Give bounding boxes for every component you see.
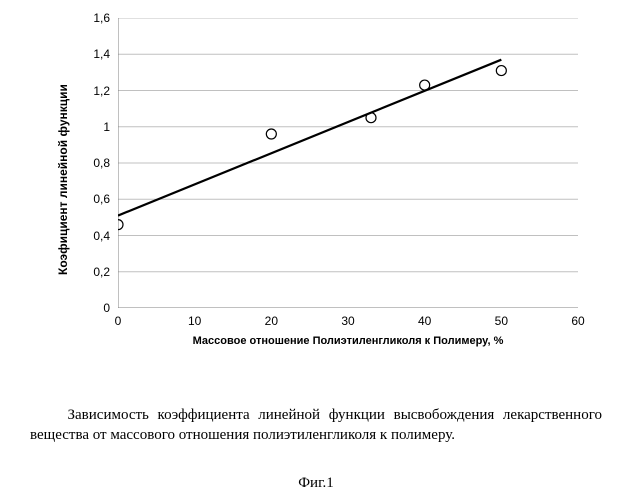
y-tick-label: 1 [70, 120, 110, 134]
x-tick-label: 40 [410, 314, 440, 328]
figure-container: Коэфициент линейной функции 0 0,2 0,4 0,6 0,… [0, 0, 632, 500]
y-tick-label: 0,4 [70, 229, 110, 243]
x-tick-label: 10 [180, 314, 210, 328]
grid [118, 18, 578, 272]
x-tick-label: 30 [333, 314, 363, 328]
figure-caption: Зависимость коэффициента линейной функци… [30, 405, 602, 446]
y-axis-label: Коэфициент линейной функции [56, 84, 70, 275]
chart-area: Коэфициент линейной функции 0 0,2 0,4 0,6 0,… [38, 10, 598, 370]
y-tick-label: 0,6 [70, 192, 110, 206]
chart-svg [118, 18, 578, 308]
x-axis-label: Массовое отношение Полиэтиленгликоля к П… [118, 335, 578, 347]
trend-line [118, 60, 501, 216]
figure-label: Фиг.1 [0, 475, 632, 492]
plot-region [118, 18, 578, 308]
y-tick-label: 1,2 [70, 84, 110, 98]
y-tick-label: 0 [70, 301, 110, 315]
x-tick-label: 20 [256, 314, 286, 328]
y-tick-label: 0,2 [70, 265, 110, 279]
x-tick-label: 0 [103, 314, 133, 328]
y-tick-label: 1,6 [70, 11, 110, 25]
x-tick-label: 50 [486, 314, 516, 328]
y-tick-label: 1,4 [70, 47, 110, 61]
x-tick-label: 60 [563, 314, 593, 328]
y-tick-label: 0,8 [70, 156, 110, 170]
